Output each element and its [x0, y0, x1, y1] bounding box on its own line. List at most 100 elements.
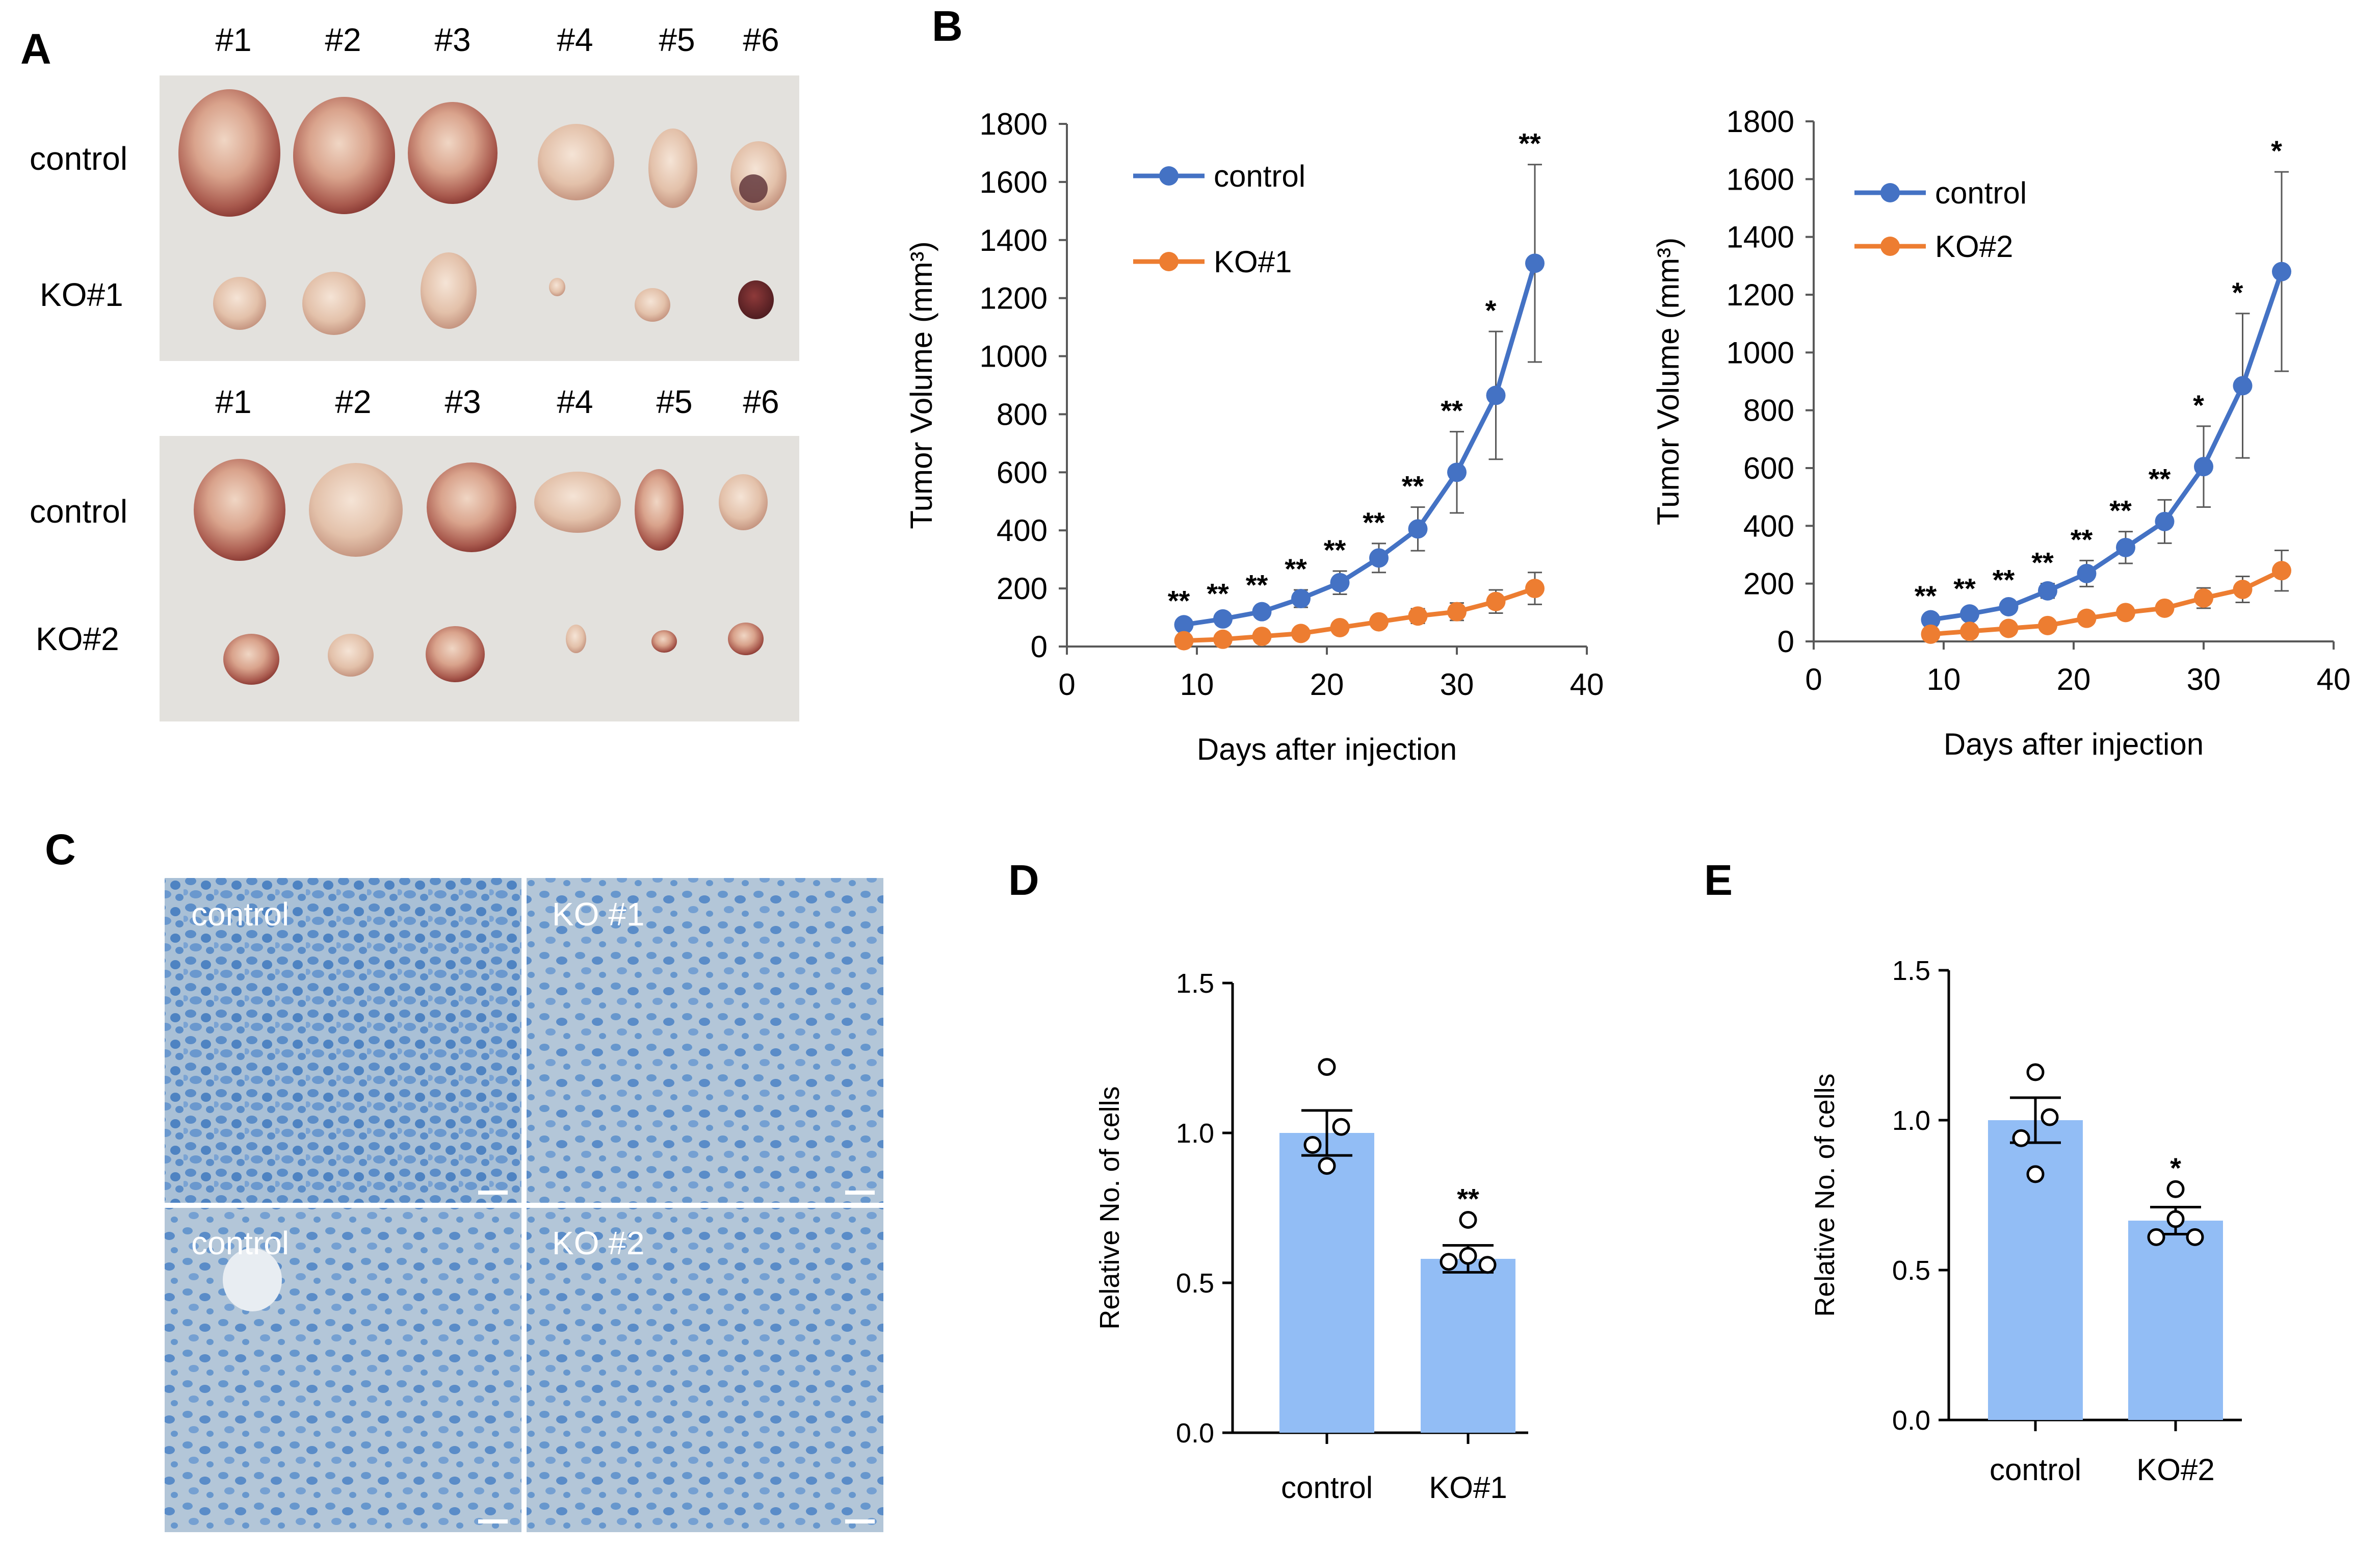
data-point — [1174, 631, 1194, 651]
y-tick-label: 0 — [1031, 630, 1048, 664]
data-point — [1921, 624, 1941, 644]
significance-mark: ** — [2031, 547, 2054, 579]
tumor-control — [427, 462, 516, 552]
data-point — [1921, 610, 1941, 630]
tile-label: control — [191, 896, 289, 933]
histology-tile — [527, 878, 883, 1203]
significance-mark: ** — [1993, 564, 2015, 596]
category-label: KO#1 — [1429, 1470, 1507, 1505]
significance-mark: * — [2193, 389, 2204, 421]
legend-marker — [1159, 166, 1179, 186]
row-label: control — [30, 140, 127, 177]
data-point — [2147, 1228, 2165, 1246]
legend-marker — [1880, 237, 1900, 256]
y-tick-label: 0.5 — [1176, 1268, 1214, 1299]
category-label: control — [1990, 1453, 2081, 1487]
significance-mark: ** — [1953, 573, 1976, 605]
significance-mark: ** — [1285, 553, 1307, 585]
data-point — [2041, 1108, 2059, 1126]
y-tick-label: 1.0 — [1176, 1118, 1214, 1149]
tile-label: control — [191, 1225, 289, 1261]
data-point — [1447, 462, 1467, 482]
x-tick-label: 10 — [1927, 662, 1961, 696]
data-point — [1252, 602, 1272, 622]
y-axis-title: Tumor Volume (mm³) — [1651, 238, 1685, 526]
sample-label: #3 — [444, 383, 481, 420]
data-point — [1369, 612, 1389, 632]
significance-mark: ** — [1457, 1183, 1479, 1215]
significance-mark: ** — [1168, 585, 1190, 617]
data-point — [1486, 385, 1506, 405]
tumor-control — [194, 459, 285, 561]
x-tick-label: 20 — [2057, 662, 2091, 696]
data-point — [1213, 609, 1233, 629]
tumor-control — [178, 89, 280, 217]
y-axis-title: Relative No. of cells — [1810, 1073, 1840, 1316]
x-tick-label: 30 — [1440, 667, 1474, 702]
significance-mark: ** — [1324, 534, 1346, 566]
x-tick-label: 30 — [2187, 662, 2221, 696]
y-tick-label: 600 — [1743, 451, 1794, 485]
y-tick-label: 0.0 — [1892, 1405, 1930, 1436]
data-point — [1291, 624, 1311, 643]
data-point — [2116, 603, 2135, 623]
data-point — [2186, 1228, 2204, 1246]
tumor-ko — [213, 277, 266, 330]
histology-tile — [165, 878, 521, 1203]
scale-bar — [478, 1191, 508, 1195]
y-tick-label: 800 — [1743, 394, 1794, 428]
y-tick-label: 1400 — [980, 223, 1048, 257]
tile-label: KO #2 — [552, 1225, 644, 1261]
sample-label: #1 — [215, 383, 251, 420]
y-tick-label: 1600 — [1727, 162, 1794, 196]
significance-mark: ** — [1519, 127, 1541, 160]
data-point — [1525, 253, 1545, 273]
tumor-ko — [728, 623, 764, 655]
data-point — [2272, 262, 2291, 281]
y-tick-label: 1000 — [1727, 335, 1794, 370]
histology-tile — [527, 1208, 883, 1532]
significance-mark: ** — [2071, 523, 2093, 555]
legend-marker — [1880, 183, 1900, 202]
panel-c: C control KO #1 control KO #2 — [45, 825, 883, 1532]
legend-label: control — [1935, 176, 2027, 210]
series-line-control — [1183, 263, 1537, 627]
tumor-ko — [651, 630, 677, 653]
series-line-KO#1 — [1184, 586, 1536, 643]
significance-mark: ** — [2149, 462, 2171, 495]
tumor-spot — [739, 174, 768, 203]
tumor-ko — [426, 626, 485, 682]
sample-label: #3 — [434, 21, 470, 58]
y-tick-label: 400 — [1743, 509, 1794, 543]
y-tick-label: 200 — [997, 572, 1048, 606]
row-label: KO#2 — [36, 621, 119, 657]
significance-mark: * — [2232, 276, 2243, 308]
y-tick-label: 1200 — [1727, 278, 1794, 312]
significance-mark: ** — [2109, 495, 2132, 527]
x-axis-title: Days after injection — [1944, 727, 2204, 761]
data-point — [2194, 457, 2213, 477]
y-tick-label: 400 — [997, 513, 1048, 548]
legend-label: KO#2 — [1935, 229, 2013, 264]
data-point — [1318, 1157, 1336, 1175]
tumor-photo-bottom: #1 #2 #3 #4 #5 #6 control KO#2 — [30, 383, 799, 721]
scale-bar — [845, 1191, 875, 1195]
data-point — [1330, 573, 1350, 592]
x-tick-label: 40 — [2317, 662, 2351, 696]
series-line-control — [1930, 271, 2284, 622]
data-point — [1252, 627, 1272, 647]
x-tick-label: 10 — [1180, 667, 1214, 702]
panel-d-letter: D — [1008, 856, 1039, 904]
y-tick-label: 600 — [997, 455, 1048, 489]
significance-mark: ** — [1915, 580, 1937, 612]
data-point — [1330, 617, 1350, 637]
tumor-ko — [302, 272, 365, 335]
data-point — [1478, 1256, 1497, 1274]
histology-tile — [165, 1208, 521, 1532]
y-tick-label: 1.5 — [1176, 968, 1214, 999]
y-tick-label: 0.5 — [1892, 1255, 1930, 1286]
significance-mark: ** — [1441, 395, 1463, 427]
y-tick-label: 1400 — [1727, 220, 1794, 254]
line-chart-ko2: 0 10 20 30 400200400600800100012001400160018… — [1651, 105, 2350, 761]
